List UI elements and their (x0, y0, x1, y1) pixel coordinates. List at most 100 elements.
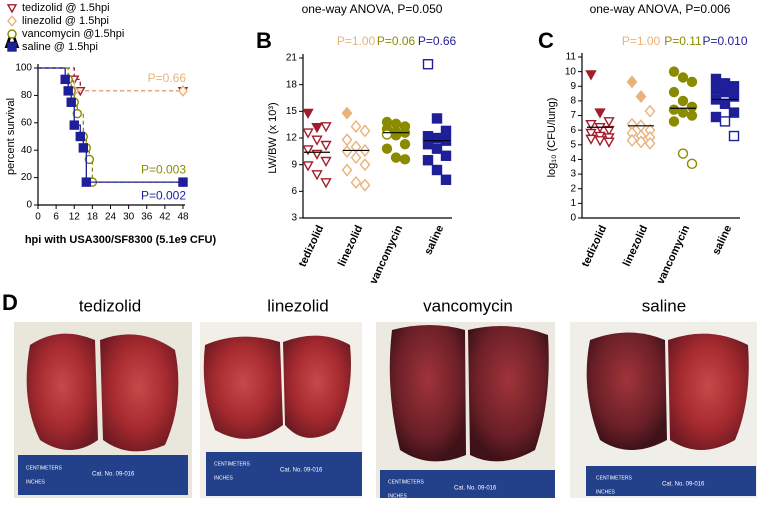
legend-label: vancomycin @1.5hpi (22, 28, 124, 40)
marker (381, 129, 393, 140)
x-tick-label: 48 (177, 212, 189, 223)
marker (311, 170, 323, 181)
marker (341, 163, 353, 177)
photo-label: saline (642, 296, 686, 315)
photo-label: vancomycin (423, 296, 513, 315)
y-tick-label: 60 (21, 117, 33, 128)
marker (359, 178, 371, 192)
x-tick-label: saline (710, 223, 734, 256)
y-tick-label: 4 (570, 154, 576, 165)
marker (710, 73, 722, 85)
marker (311, 135, 323, 146)
ruler-text: INCHES (596, 489, 616, 495)
marker (311, 149, 323, 160)
ruler-text: CENTIMETERS (388, 479, 425, 485)
ruler-text: CENTIMETERS (26, 465, 63, 471)
marker (594, 108, 606, 119)
marker (178, 84, 188, 97)
marker (440, 125, 452, 137)
x-tick-label: 18 (87, 212, 99, 223)
ruler-text: Cat. No. 09-016 (454, 486, 497, 492)
y-tick-label: 7 (570, 110, 576, 121)
marker (431, 113, 443, 124)
y-tick-label: 21 (286, 53, 298, 64)
marker (422, 59, 434, 70)
marker (431, 164, 443, 176)
marker (399, 154, 411, 165)
ruler-text: Cat. No. 09-016 (662, 482, 705, 488)
marker (668, 66, 680, 77)
p-value-label: P=1.00 (622, 34, 661, 48)
photo-label: tedizolid (79, 296, 141, 315)
marker (686, 101, 698, 112)
marker (719, 116, 731, 127)
marker (302, 145, 314, 156)
marker (603, 137, 615, 148)
marker (320, 122, 332, 133)
marker (719, 78, 731, 89)
photo (376, 322, 555, 498)
p-value-label: P=1.00 (337, 34, 376, 48)
y-tick-label: 20 (21, 172, 33, 183)
marker (719, 98, 731, 110)
marker (63, 86, 73, 96)
marker (341, 106, 353, 120)
marker (320, 140, 332, 152)
marker (60, 74, 70, 85)
marker (359, 124, 371, 138)
marker (603, 117, 615, 128)
legend-marker (7, 29, 17, 39)
x-tick-label: 6 (53, 212, 59, 223)
marker (341, 144, 353, 158)
x-tick-label: 0 (35, 212, 41, 223)
photo-label: linezolid (267, 296, 328, 315)
x-tick-label: vancomycin (655, 223, 693, 286)
marker (381, 143, 393, 154)
marker (75, 131, 85, 142)
y-axis-label: LW/BW (x 10³) (267, 102, 279, 173)
marker (635, 135, 647, 149)
x-tick-label: 30 (123, 212, 135, 223)
marker (69, 120, 79, 130)
legend-marker (7, 15, 17, 27)
ruler-text: CENTIMETERS (596, 475, 633, 481)
x-tick-label: saline (422, 223, 446, 256)
marker (686, 110, 698, 121)
marker (710, 83, 722, 95)
y-tick-label: 18 (286, 79, 298, 90)
marker (719, 86, 731, 98)
y-tick-label: 2 (570, 183, 576, 194)
y-tick-label: 0 (570, 213, 576, 224)
marker (311, 123, 323, 134)
y-tick-label: 9 (570, 81, 576, 92)
marker (626, 133, 638, 147)
marker (440, 150, 452, 161)
marker (677, 95, 689, 107)
y-tick-label: 8 (570, 96, 576, 107)
marker (644, 104, 656, 118)
marker (728, 107, 740, 118)
marker (668, 86, 680, 98)
x-tick-label: 42 (159, 212, 171, 223)
ruler-text: CENTIMETERS (214, 461, 251, 467)
legend-label: tedizolid @ 1.5hpi (22, 2, 110, 14)
marker (341, 133, 353, 147)
y-tick-label: 11 (566, 52, 577, 63)
marker (728, 91, 740, 102)
marker (668, 104, 680, 115)
y-tick-label: 9 (291, 159, 297, 170)
x-axis-label: hpi with USA300/SF8300 (5.1e9 CFU) (25, 234, 217, 246)
legend-label: saline @ 1.5hpi (22, 41, 98, 53)
y-tick-label: 6 (570, 125, 576, 136)
marker (359, 158, 371, 172)
y-tick-label: 3 (291, 213, 297, 224)
marker (66, 97, 76, 107)
marker (350, 119, 362, 133)
y-tick-label: 40 (21, 145, 33, 156)
marker (686, 76, 698, 88)
marker (677, 148, 689, 159)
legend-marker (6, 4, 18, 14)
p-value-annotation: P=0.002 (141, 188, 186, 202)
chart-title: one-way ANOVA, P=0.050 (302, 2, 443, 16)
p-value-label: P=0.06 (377, 34, 416, 48)
